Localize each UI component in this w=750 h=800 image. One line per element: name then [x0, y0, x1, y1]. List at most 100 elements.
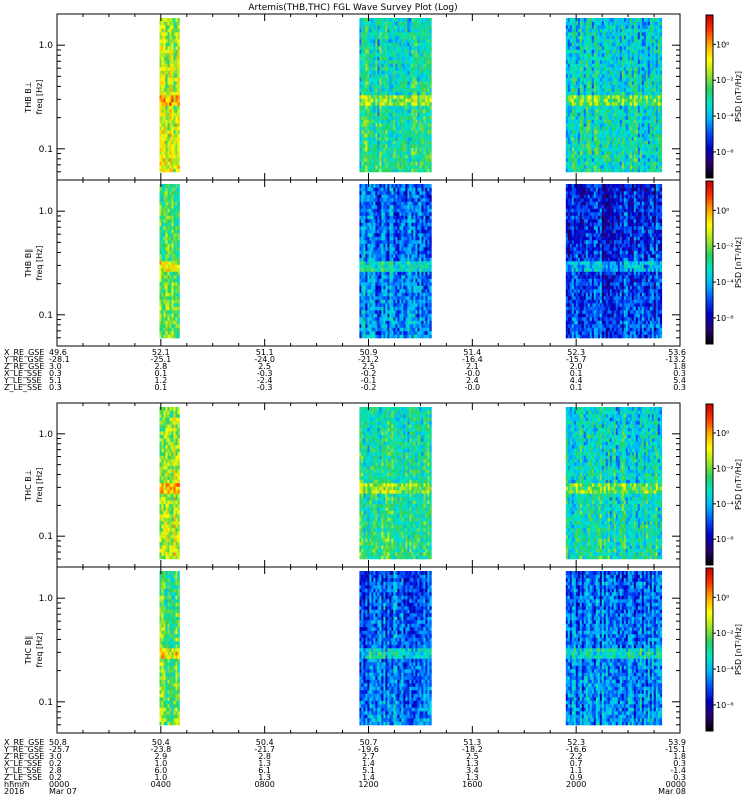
spectrogram-cell: [649, 147, 653, 152]
spectrogram-cell: [625, 70, 629, 75]
spectrogram-cell: [415, 81, 418, 85]
spectrogram-cell: [409, 81, 412, 85]
spectrogram-cell: [423, 35, 426, 40]
spectrogram-cell: [369, 264, 372, 269]
spectrogram-cell: [359, 313, 362, 318]
spectrogram-cell: [373, 49, 376, 54]
spectrogram-cell: [173, 226, 176, 230]
spectrogram-cell: [175, 275, 178, 279]
spectrogram-cell: [373, 91, 376, 96]
spectrogram-cell: [647, 49, 651, 54]
spectrogram-cell: [605, 151, 609, 155]
spectrogram-cell: [645, 133, 649, 138]
spectrogram-cell: [649, 77, 653, 82]
spectrogram-cell: [429, 77, 432, 82]
spectrogram-cell: [609, 130, 613, 134]
spectrogram-cell: [621, 25, 625, 29]
spectrogram-cell: [649, 112, 653, 117]
spectrogram-cell: [603, 168, 607, 173]
spectrogram-cell: [177, 123, 180, 127]
spectrogram-cell: [611, 81, 615, 85]
spectrogram-cell: [395, 67, 398, 71]
spectrogram-cell: [163, 257, 166, 262]
spectrogram-cell: [169, 205, 172, 209]
spectrogram-cell: [165, 140, 168, 145]
spectrogram-cell: [589, 119, 593, 124]
spectrogram-cell: [645, 130, 649, 134]
spectrogram-cell: [651, 46, 655, 50]
spectrogram-cell: [649, 137, 653, 141]
spectrogram-cell: [655, 35, 659, 40]
spectrogram-cell: [583, 67, 587, 71]
spectrogram-cell: [611, 67, 615, 71]
spectrogram-cell: [617, 60, 621, 64]
spectrogram-cell: [649, 81, 653, 85]
spectrogram-cell: [165, 88, 168, 92]
spectrogram-cell: [645, 49, 649, 54]
spectrogram-cell: [589, 77, 593, 82]
spectrogram-cell: [385, 168, 388, 173]
spectrogram-cell: [595, 165, 599, 169]
spectrogram-cell: [637, 112, 641, 117]
spectrogram-cell: [425, 144, 428, 148]
spectrogram-cell: [367, 219, 370, 223]
spectrogram-cell: [585, 35, 589, 40]
spectrogram-cell: [405, 147, 408, 152]
spectrogram-cell: [403, 140, 406, 145]
spectrogram-cell: [611, 42, 615, 47]
spectrogram-cell: [399, 25, 402, 29]
spectrogram-cell: [159, 243, 162, 248]
spectrogram-cell: [419, 35, 422, 40]
spectrogram-cell: [377, 42, 380, 47]
spectrogram-cell: [165, 296, 168, 300]
spectrogram-cell: [595, 88, 599, 92]
spectrogram-cell: [165, 334, 168, 339]
spectrogram-cell: [639, 88, 643, 92]
spectrogram-cell: [653, 53, 657, 57]
spectrogram-cell: [613, 39, 617, 43]
spectrogram-cell: [367, 144, 370, 148]
spectrogram-cells: [159, 18, 663, 173]
spectrogram-cell: [369, 70, 372, 75]
spectrogram-cell: [583, 102, 587, 106]
spectrogram-cell: [385, 105, 388, 110]
spectrogram-cell: [659, 133, 663, 138]
spectrogram-cell: [385, 133, 388, 138]
spectrogram-cell: [613, 67, 617, 71]
spectrogram-cell: [573, 39, 577, 43]
spectrogram-cell: [411, 144, 414, 148]
spectrogram-cell: [637, 84, 641, 89]
spectrogram-cell: [379, 74, 382, 78]
spectrogram-cell: [427, 91, 430, 96]
spectrogram-cell: [573, 28, 577, 33]
spectrogram-cell: [625, 147, 629, 152]
spectrogram-cell: [173, 84, 176, 89]
spectrogram-cell: [621, 42, 625, 47]
spectrogram-cell: [383, 133, 386, 138]
spectrogram-cell: [629, 105, 633, 110]
spectrogram-cell: [581, 46, 585, 50]
spectrogram-cell: [583, 144, 587, 148]
spectrogram-cell: [375, 98, 378, 103]
spectrogram-cell: [611, 84, 615, 89]
spectrogram-cell: [597, 60, 601, 64]
spectrogram-cell: [609, 81, 613, 85]
spectrogram-cell: [389, 67, 392, 71]
spectrogram-cell: [401, 161, 404, 166]
spectrogram-cell: [171, 105, 174, 110]
spectrogram-cell: [617, 165, 621, 169]
spectrogram-cell: [171, 285, 174, 290]
spectrogram-cell: [373, 119, 376, 124]
spectrogram-cell: [171, 161, 174, 166]
spectrogram-cell: [361, 275, 364, 279]
spectrogram-cell: [383, 165, 386, 169]
spectrogram-cell: [615, 28, 619, 33]
spectrogram-cell: [629, 28, 633, 33]
spectrogram-cell: [427, 21, 430, 26]
spectrogram-cell: [419, 137, 422, 141]
spectrogram-cell: [575, 25, 579, 29]
spectrogram-cell: [577, 112, 581, 117]
spectrogram-cell: [367, 21, 370, 26]
spectrogram-cell: [175, 168, 178, 173]
spectrogram-cell: [425, 126, 428, 131]
